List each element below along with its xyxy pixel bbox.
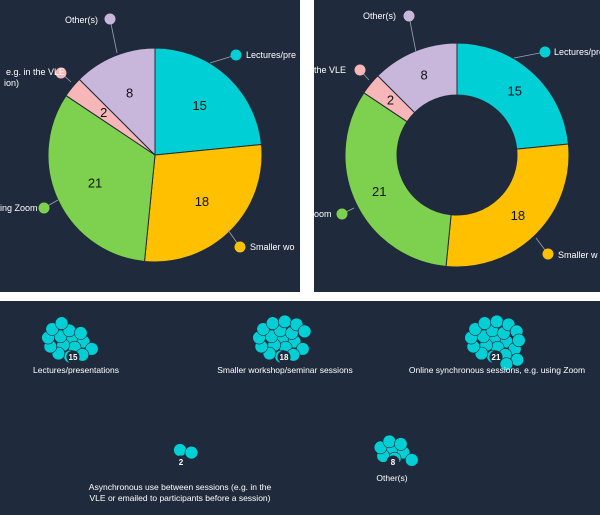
slice-value-label: 21: [372, 184, 386, 199]
bubble-count: 2: [179, 458, 184, 467]
slice-value-label: 21: [88, 175, 102, 190]
slice-category-label: Smaller wo: [250, 242, 295, 252]
slice-value-label: 18: [195, 194, 209, 209]
count-badge: [174, 455, 188, 469]
bubble-chart: 15 Lectures/presentations 18 Smaller worksh…: [33, 314, 585, 503]
pie-chart-panel: 15 18 21 2 8 Lectures/pre Smaller wo ing Zoom e.…: [0, 0, 300, 292]
donut-chart: 15 18 21 2 8 Lectures/pre Smaller w oom the VLE O…: [314, 10, 600, 268]
bubble[interactable]: [278, 314, 292, 329]
bubble[interactable]: [499, 357, 514, 371]
bubble[interactable]: [512, 333, 526, 348]
slice-value-label: 15: [192, 98, 206, 113]
bubble-category-label: Lectures/presentations: [33, 365, 119, 375]
slice-category-label: Smaller w: [558, 250, 598, 260]
slice-value-label: 15: [508, 83, 522, 98]
legend-marker: [403, 10, 415, 22]
legend-marker: [234, 241, 246, 253]
slice-1[interactable]: [143, 143, 263, 263]
slice-category-label: Other(s): [363, 11, 396, 21]
bubble-cluster-4: 8 Other(s): [373, 434, 419, 483]
bubble[interactable]: [405, 453, 419, 467]
legend-marker: [38, 202, 50, 214]
count-badge: [66, 350, 80, 364]
slice-2[interactable]: [344, 92, 452, 268]
slice-1[interactable]: [445, 143, 570, 268]
bubble[interactable]: [297, 324, 312, 339]
slice-value-label: 18: [511, 208, 525, 223]
bubble[interactable]: [173, 443, 187, 457]
slice-0[interactable]: [456, 42, 570, 150]
bubble[interactable]: [74, 326, 88, 340]
bubble-category-label: VLE or emailed to participants before a …: [90, 493, 271, 503]
slice-4[interactable]: [377, 42, 458, 114]
bubble-category-label: Smaller workshop/seminar sessions: [217, 365, 353, 375]
slice-0[interactable]: [154, 47, 263, 156]
bubble-chart-panel: 15 Lectures/presentations 18 Smaller worksh…: [0, 301, 600, 515]
bubble-category-label: Other(s): [376, 473, 407, 483]
slice-value-label: 8: [126, 86, 133, 101]
count-badge: [277, 350, 291, 364]
bubble[interactable]: [54, 316, 69, 330]
legend-marker: [55, 67, 67, 79]
legend-marker: [539, 46, 551, 58]
bubble[interactable]: [184, 445, 199, 460]
legend-marker: [354, 64, 366, 76]
slice-value-label: 2: [387, 92, 394, 107]
bubble-category-label: Online synchronous sessions, e.g. using …: [409, 365, 585, 375]
bubble-category-label: Asynchronous use between sessions (e.g. …: [89, 482, 272, 492]
bubble-count: 15: [69, 353, 78, 362]
bubble-cluster-3: 2 Asynchronous use between sessions (e.g.…: [89, 443, 272, 503]
slice-category-label: Lectures/pre: [554, 47, 600, 57]
slice-category-label: ion): [4, 78, 19, 88]
pie-chart: 15 18 21 2 8 Lectures/pre Smaller wo ing Zoom e.…: [0, 13, 296, 263]
bubble[interactable]: [490, 314, 504, 329]
bubble-count: 21: [492, 353, 501, 362]
bubble-count: 18: [280, 353, 289, 362]
leader-line: [408, 15, 417, 53]
donut-chart-panel: 15 18 21 2 8 Lectures/pre Smaller w oom the VLE O…: [314, 0, 600, 292]
count-badge: [489, 350, 503, 364]
slice-category-label: the VLE: [314, 65, 346, 75]
slice-category-label: Lectures/pre: [246, 50, 296, 60]
bubble-cluster-0: 15 Lectures/presentations: [33, 316, 119, 375]
slice-category-label: e.g. in the VLE: [6, 67, 65, 77]
bubble[interactable]: [265, 316, 280, 330]
legend-marker: [230, 49, 242, 61]
bubble-cluster-2: 21 Online synchronous sessions, e.g. usin…: [409, 314, 585, 375]
slice-2[interactable]: [47, 94, 156, 263]
legend-marker: [336, 208, 348, 220]
slice-value-label: 8: [420, 68, 427, 83]
bubble[interactable]: [477, 316, 492, 330]
bubble[interactable]: [394, 437, 408, 451]
legend-marker: [542, 248, 554, 260]
legend-marker: [104, 13, 116, 25]
bubble[interactable]: [382, 434, 397, 449]
slice-category-label: Other(s): [65, 15, 98, 25]
slice-category-label: ing Zoom: [0, 203, 38, 213]
bubble-cluster-1: 18 Smaller workshop/seminar sessions: [217, 314, 353, 375]
slice-category-label: oom: [314, 209, 332, 219]
bubble-count: 8: [391, 458, 396, 467]
leader-line: [109, 18, 118, 54]
count-badge: [386, 455, 400, 469]
slice-value-label: 2: [100, 105, 107, 120]
slice-4[interactable]: [78, 47, 156, 157]
